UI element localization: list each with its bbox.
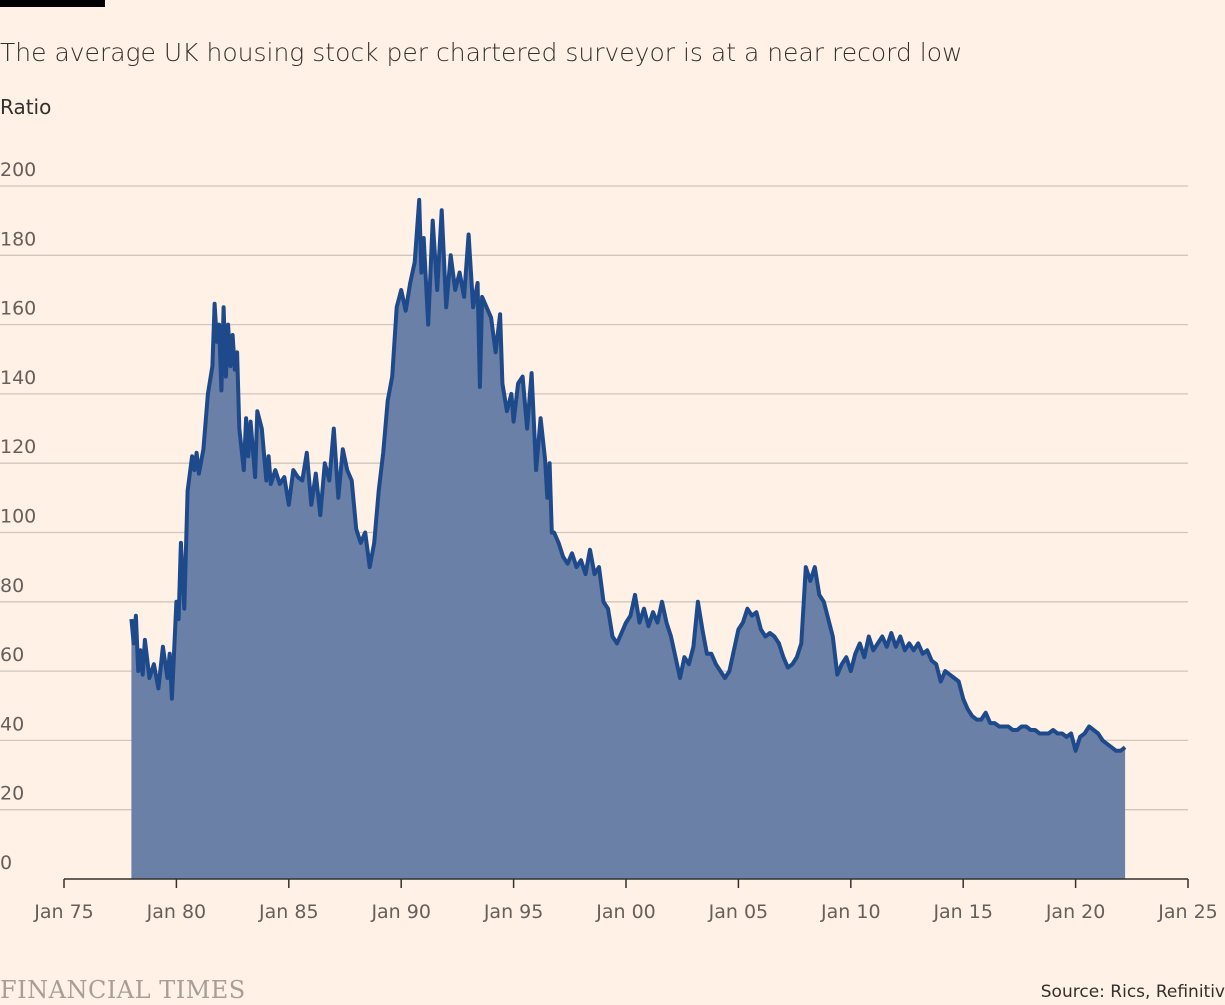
y-tick-label: 160 xyxy=(0,298,36,320)
y-tick-label: 100 xyxy=(0,506,36,528)
x-tick-label: Jan 95 xyxy=(483,901,544,923)
y-tick-label: 140 xyxy=(0,367,36,389)
x-axis: Jan 75 Jan 80 Jan 85 Jan 90 Jan 95 Jan 00 Jan … xyxy=(33,878,1218,923)
chart-title: The average UK housing stock per charter… xyxy=(0,38,963,67)
x-tick-label: Jan 15 xyxy=(932,901,993,923)
x-tick-label: Jan 90 xyxy=(370,901,431,923)
x-tick-label: Jan 85 xyxy=(258,901,319,923)
x-tick-label: Jan 10 xyxy=(820,901,881,923)
x-tick-label: Jan 05 xyxy=(708,901,769,923)
y-tick-label: 180 xyxy=(0,228,36,250)
y-tick-label: 120 xyxy=(0,436,36,458)
ft-logo: FINANCIAL TIMES xyxy=(0,976,246,1004)
y-axis-unit-label: Ratio xyxy=(0,95,52,119)
y-tick-label: 20 xyxy=(0,783,24,805)
y-axis: 0 20 40 60 80 100 120 140 160 180 200 xyxy=(0,159,36,874)
y-tick-label: 200 xyxy=(0,159,36,181)
x-tick-label: Jan 75 xyxy=(33,901,94,923)
brand-bar xyxy=(0,0,105,7)
x-tick-label: Jan 20 xyxy=(1045,901,1106,923)
y-tick-label: 40 xyxy=(0,713,24,735)
y-tick-label: 0 xyxy=(0,852,12,874)
x-tick-label: Jan 80 xyxy=(146,901,207,923)
y-tick-label: 60 xyxy=(0,644,24,666)
source-note: Source: Rics, Refinitiv xyxy=(1040,982,1225,1002)
x-tick-label: Jan 00 xyxy=(595,901,656,923)
y-tick-label: 80 xyxy=(0,575,24,597)
data-line xyxy=(129,197,1127,753)
data-area xyxy=(131,199,1126,879)
x-tick-label: Jan 25 xyxy=(1157,901,1218,923)
